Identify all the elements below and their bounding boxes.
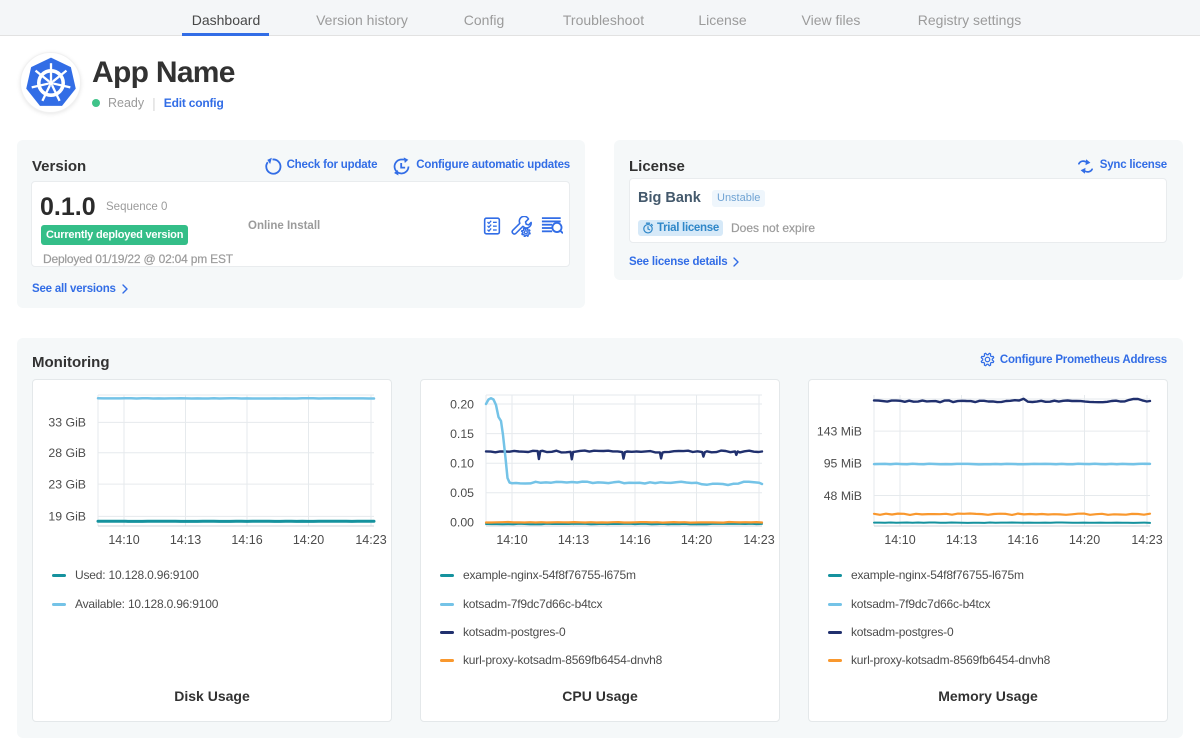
svg-text:14:13: 14:13 bbox=[170, 533, 201, 547]
svg-text:23 GiB: 23 GiB bbox=[48, 477, 86, 491]
svg-text:14:13: 14:13 bbox=[946, 533, 977, 547]
svg-text:14:23: 14:23 bbox=[743, 533, 774, 547]
svg-text:0.15: 0.15 bbox=[450, 427, 474, 441]
svg-text:14:20: 14:20 bbox=[681, 533, 712, 547]
svg-text:28 GiB: 28 GiB bbox=[48, 446, 86, 460]
svg-text:14:23: 14:23 bbox=[1131, 533, 1162, 547]
svg-text:14:16: 14:16 bbox=[1007, 533, 1038, 547]
svg-text:14:20: 14:20 bbox=[1069, 533, 1100, 547]
svg-text:14:16: 14:16 bbox=[619, 533, 650, 547]
svg-text:19 GiB: 19 GiB bbox=[48, 510, 86, 524]
svg-text:95 MiB: 95 MiB bbox=[824, 456, 862, 470]
svg-text:14:13: 14:13 bbox=[558, 533, 589, 547]
svg-text:48 MiB: 48 MiB bbox=[824, 489, 862, 503]
svg-text:143 MiB: 143 MiB bbox=[817, 424, 862, 438]
svg-text:0.20: 0.20 bbox=[450, 397, 474, 411]
svg-text:14:16: 14:16 bbox=[231, 533, 262, 547]
svg-text:33 GiB: 33 GiB bbox=[48, 416, 86, 430]
svg-text:0.00: 0.00 bbox=[450, 516, 474, 530]
svg-text:14:10: 14:10 bbox=[884, 533, 915, 547]
svg-text:0.10: 0.10 bbox=[450, 457, 474, 471]
svg-text:14:23: 14:23 bbox=[355, 533, 386, 547]
svg-text:0.05: 0.05 bbox=[450, 486, 474, 500]
svg-text:14:20: 14:20 bbox=[293, 533, 324, 547]
svg-text:14:10: 14:10 bbox=[108, 533, 139, 547]
svg-text:14:10: 14:10 bbox=[496, 533, 527, 547]
